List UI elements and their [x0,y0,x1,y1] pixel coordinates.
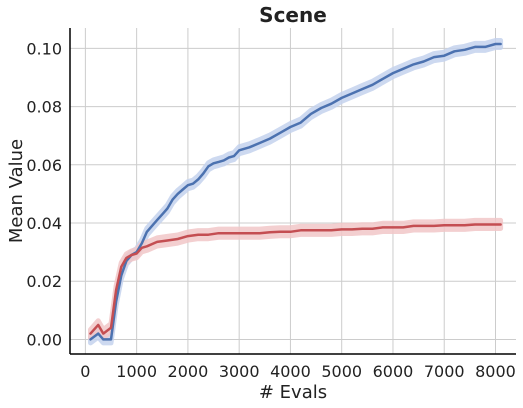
y-tick-label: 0.08 [26,98,62,117]
y-tick-label: 0.06 [26,156,62,175]
y-tick-label: 0.10 [26,39,62,58]
x-tick-label: 0 [80,362,90,381]
series-1-line [89,42,502,341]
series-2-line [89,223,502,335]
y-tick-label: 0.00 [26,330,62,349]
x-tick-label: 1000 [116,362,157,381]
x-axis-label: # Evals [259,382,327,403]
x-tick-label: 4000 [270,362,311,381]
y-tick-labels: 0.00 0.02 0.04 0.06 0.08 0.10 [26,39,62,349]
grid-layer [70,28,516,354]
line-layer [89,42,502,341]
y-tick-label: 0.04 [26,214,62,233]
x-tick-label: 3000 [219,362,260,381]
x-tick-labels: 0 1000 2000 3000 4000 5000 6000 7000 8000 [80,362,516,381]
x-tick-label: 5000 [321,362,362,381]
x-tick-label: 2000 [168,362,209,381]
band-layer [88,38,504,346]
x-tick-label: 8000 [475,362,516,381]
series-2-confidence-band [88,217,504,341]
y-tick-label: 0.02 [26,272,62,291]
spine-layer [69,28,516,355]
y-axis-label: Mean Value [6,139,27,243]
series-1-confidence-band [88,38,504,346]
x-tick-label: 6000 [373,362,414,381]
x-tick-label: 7000 [424,362,465,381]
chart-title: Scene [259,3,327,27]
